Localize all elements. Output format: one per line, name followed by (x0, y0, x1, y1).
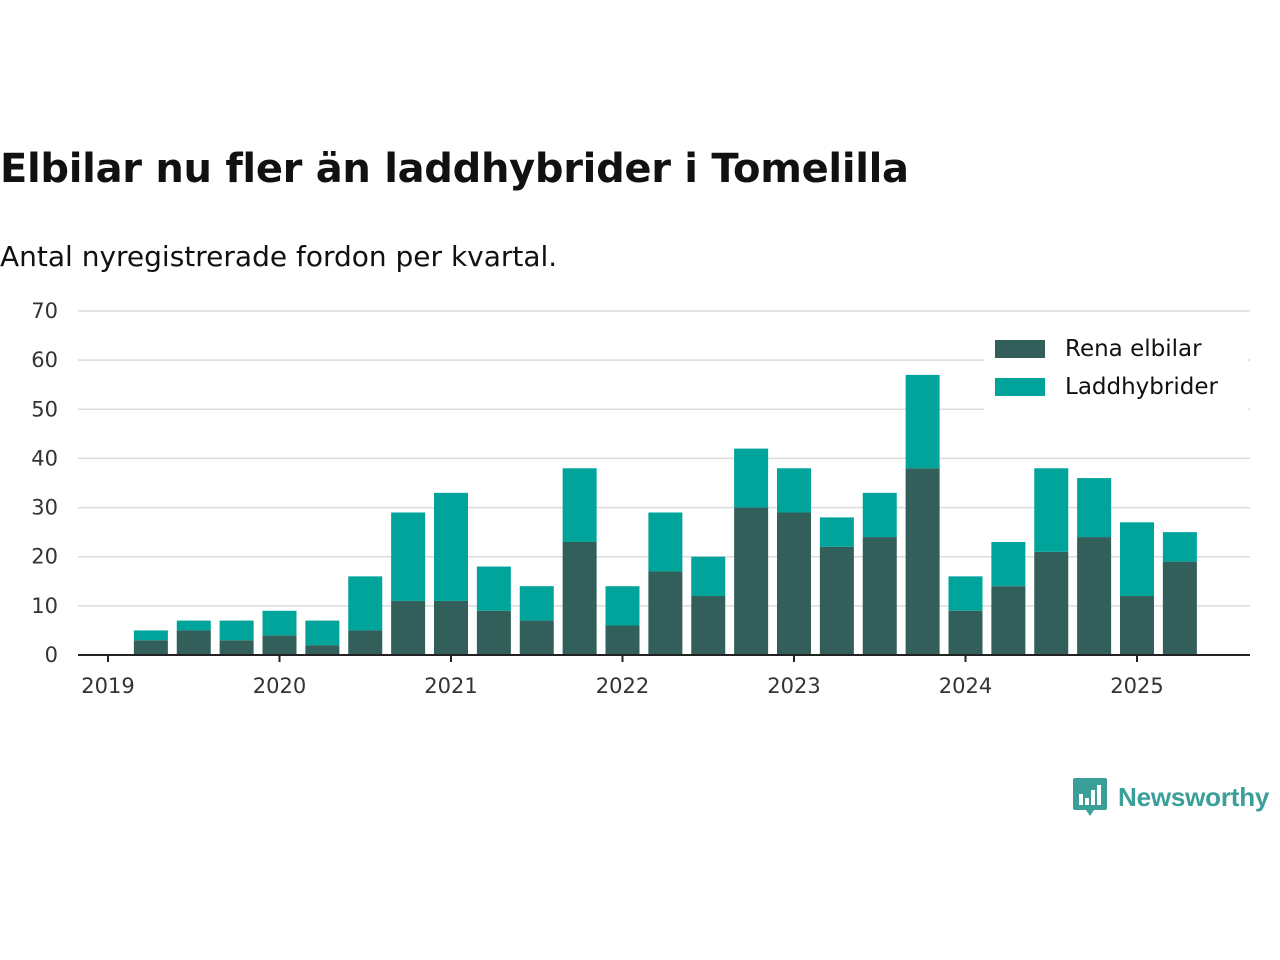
bar-laddhybrider (734, 448, 769, 508)
bar-rena-elbilar (734, 507, 769, 655)
legend-swatch (995, 378, 1045, 396)
bar-rena-elbilar (648, 571, 683, 655)
x-tick-label: 2022 (596, 674, 649, 698)
bar-rena-elbilar (133, 640, 168, 655)
bar-rena-elbilar (862, 537, 897, 655)
bar-laddhybrider (434, 492, 468, 601)
bar-laddhybrider (476, 566, 511, 611)
bar-rena-elbilar (562, 541, 597, 655)
y-tick-label: 40 (31, 446, 58, 470)
bar-rena-elbilar (476, 610, 511, 655)
bar-laddhybrider (1077, 478, 1112, 538)
bar-rena-elbilar (176, 630, 211, 655)
bar-rena-elbilar (262, 635, 297, 655)
bar-laddhybrider (1162, 532, 1197, 562)
legend-label: Laddhybrider (1065, 374, 1218, 400)
bar-rena-elbilar (991, 586, 1026, 655)
bar-laddhybrider (519, 586, 554, 621)
chart-subtitle: Antal nyregistrerade fordon per kvartal. (0, 240, 558, 273)
bar-laddhybrider (305, 620, 340, 646)
bar-laddhybrider (176, 620, 211, 631)
newsworthy-logo: Newsworthy (1072, 776, 1269, 818)
stacked-bar-chart: 0 10 20 30 40 50 60 70 2019 2020 2021 2022 2023 2024 2… (31, 299, 1250, 698)
chart-title: Elbilar nu fler än laddhybrider i Tomeli… (0, 146, 909, 192)
legend-label: Rena elbilar (1065, 336, 1202, 362)
bar-laddhybrider (219, 620, 254, 641)
y-tick-label: 70 (31, 299, 58, 323)
bar-laddhybrider (948, 576, 983, 611)
bar-rena-elbilar (1034, 551, 1069, 655)
bar-laddhybrider (648, 512, 683, 572)
newsworthy-chart-icon (1073, 778, 1107, 816)
bar-rena-elbilar (348, 630, 383, 655)
y-tick-label: 10 (31, 594, 58, 618)
bar-rena-elbilar (434, 600, 468, 655)
x-tick-label: 2021 (424, 674, 477, 698)
bar-rena-elbilar (305, 645, 340, 655)
brand-name: Newsworthy (1118, 781, 1270, 812)
x-tick-label: 2024 (939, 674, 992, 698)
x-tick-label: 2019 (81, 674, 134, 698)
bar-rena-elbilar (691, 596, 726, 655)
bar-laddhybrider (262, 610, 297, 636)
bar-rena-elbilar (905, 468, 940, 655)
bar-laddhybrider (1034, 468, 1069, 552)
bar-laddhybrider (862, 492, 897, 538)
bar-rena-elbilar (391, 600, 426, 655)
y-tick-label: 0 (45, 643, 58, 667)
bar-rena-elbilar (605, 625, 640, 655)
bar-laddhybrider (991, 541, 1026, 587)
bar-rena-elbilar (948, 610, 983, 655)
bar-laddhybrider (133, 630, 168, 641)
x-tick-label: 2023 (767, 674, 820, 698)
bar-rena-elbilar (1077, 537, 1112, 655)
bar-laddhybrider (348, 576, 383, 631)
bar-rena-elbilar (1120, 596, 1154, 655)
bar-laddhybrider (691, 556, 726, 597)
bar-laddhybrider (1120, 522, 1154, 597)
bar-rena-elbilar (819, 546, 854, 655)
x-tick-label: 2020 (253, 674, 306, 698)
x-tick-label: 2025 (1110, 674, 1163, 698)
y-tick-label: 60 (31, 348, 58, 372)
bar-laddhybrider (562, 468, 597, 542)
y-tick-label: 50 (31, 397, 58, 421)
y-tick-label: 20 (31, 545, 58, 569)
bar-laddhybrider (605, 586, 640, 626)
bar-rena-elbilar (219, 640, 254, 655)
bar-rena-elbilar (519, 620, 554, 655)
bar-laddhybrider (777, 468, 811, 513)
bar-rena-elbilar (777, 512, 811, 655)
bar-laddhybrider (819, 517, 854, 547)
bar-laddhybrider (905, 374, 940, 469)
bar-laddhybrider (391, 512, 426, 601)
y-tick-label: 30 (31, 496, 58, 520)
legend-swatch (995, 340, 1045, 358)
bar-rena-elbilar (1162, 561, 1197, 655)
